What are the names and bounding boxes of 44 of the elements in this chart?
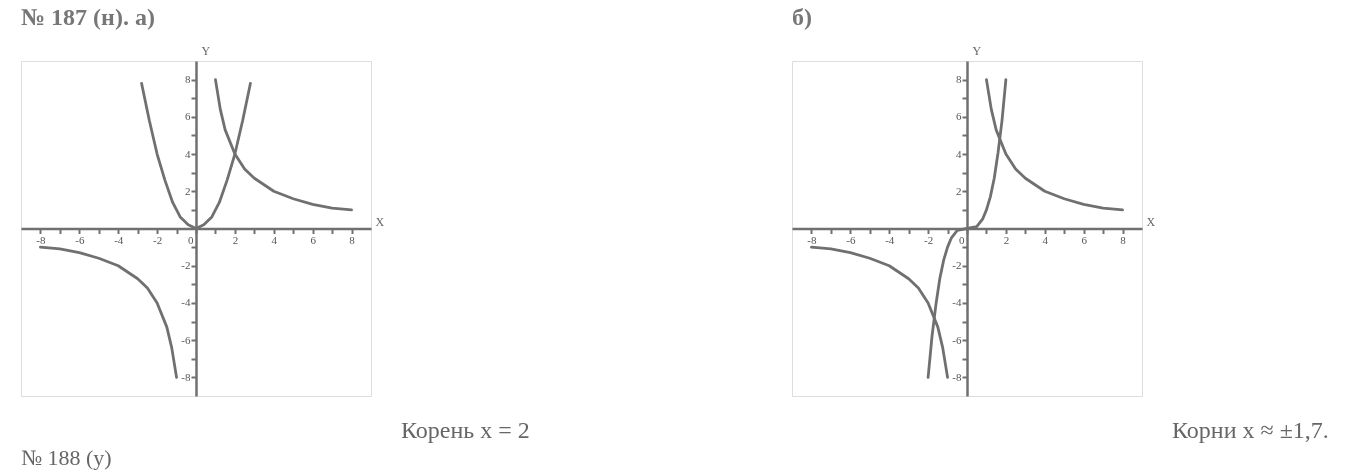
x-tick-label: 6 xyxy=(1081,234,1088,246)
y-tick-label: -8 xyxy=(181,370,191,383)
y-tick-label: 8 xyxy=(956,73,962,86)
y-tick-label: 8 xyxy=(185,73,191,86)
text: Корни x ≈ ±1,7. xyxy=(1172,417,1329,443)
text: № 188 (у) xyxy=(21,445,112,470)
y-tick-label: 6 xyxy=(956,110,962,123)
y-tick-label: -6 xyxy=(181,333,191,346)
y-tick-label: -6 xyxy=(952,333,962,346)
x-tick-label: -8 xyxy=(807,234,818,246)
chart-title: № 187 (н). а) xyxy=(21,4,155,30)
x-tick-label: -6 xyxy=(75,234,85,246)
x-tick-label: -2 xyxy=(153,234,163,246)
y-tick-label: -4 xyxy=(952,296,962,309)
y-tick-label: 4 xyxy=(185,147,191,160)
y-tick-label: -2 xyxy=(952,259,962,272)
x-axis-title: X xyxy=(1146,215,1156,229)
x-axis-title: X xyxy=(375,215,385,229)
y-tick-label: 6 xyxy=(185,110,191,123)
x-tick-label: 8 xyxy=(349,234,356,246)
y-tick-label: -2 xyxy=(181,259,191,272)
x-tick-label: 8 xyxy=(1120,234,1127,246)
chart-title: б) xyxy=(792,4,812,30)
x-tick-label: -4 xyxy=(114,234,124,246)
y-tick-label: -4 xyxy=(181,296,191,309)
y-axis-title: Y xyxy=(972,43,982,58)
text: Корень x = 2 xyxy=(401,417,530,443)
x-tick-label: 0 xyxy=(188,234,194,246)
x-tick-label: 6 xyxy=(310,234,317,246)
y-tick-label: -8 xyxy=(952,370,962,383)
x-tick-label: -6 xyxy=(846,234,856,246)
x-tick-label: 4 xyxy=(1042,234,1049,246)
x-tick-label: -2 xyxy=(924,234,934,246)
x-tick-label: -4 xyxy=(885,234,895,246)
y-tick-label: 2 xyxy=(185,184,191,197)
x-tick-label: 4 xyxy=(271,234,278,246)
y-axis-title: Y xyxy=(201,43,211,58)
line-series xyxy=(39,245,178,379)
y-tick-label: 4 xyxy=(956,147,962,160)
x-tick-label: 0 xyxy=(959,234,965,246)
y-tick-label: 2 xyxy=(956,184,962,197)
x-tick-label: 2 xyxy=(232,234,239,246)
x-tick-label: -8 xyxy=(36,234,47,246)
x-tick-label: 2 xyxy=(1003,234,1010,246)
